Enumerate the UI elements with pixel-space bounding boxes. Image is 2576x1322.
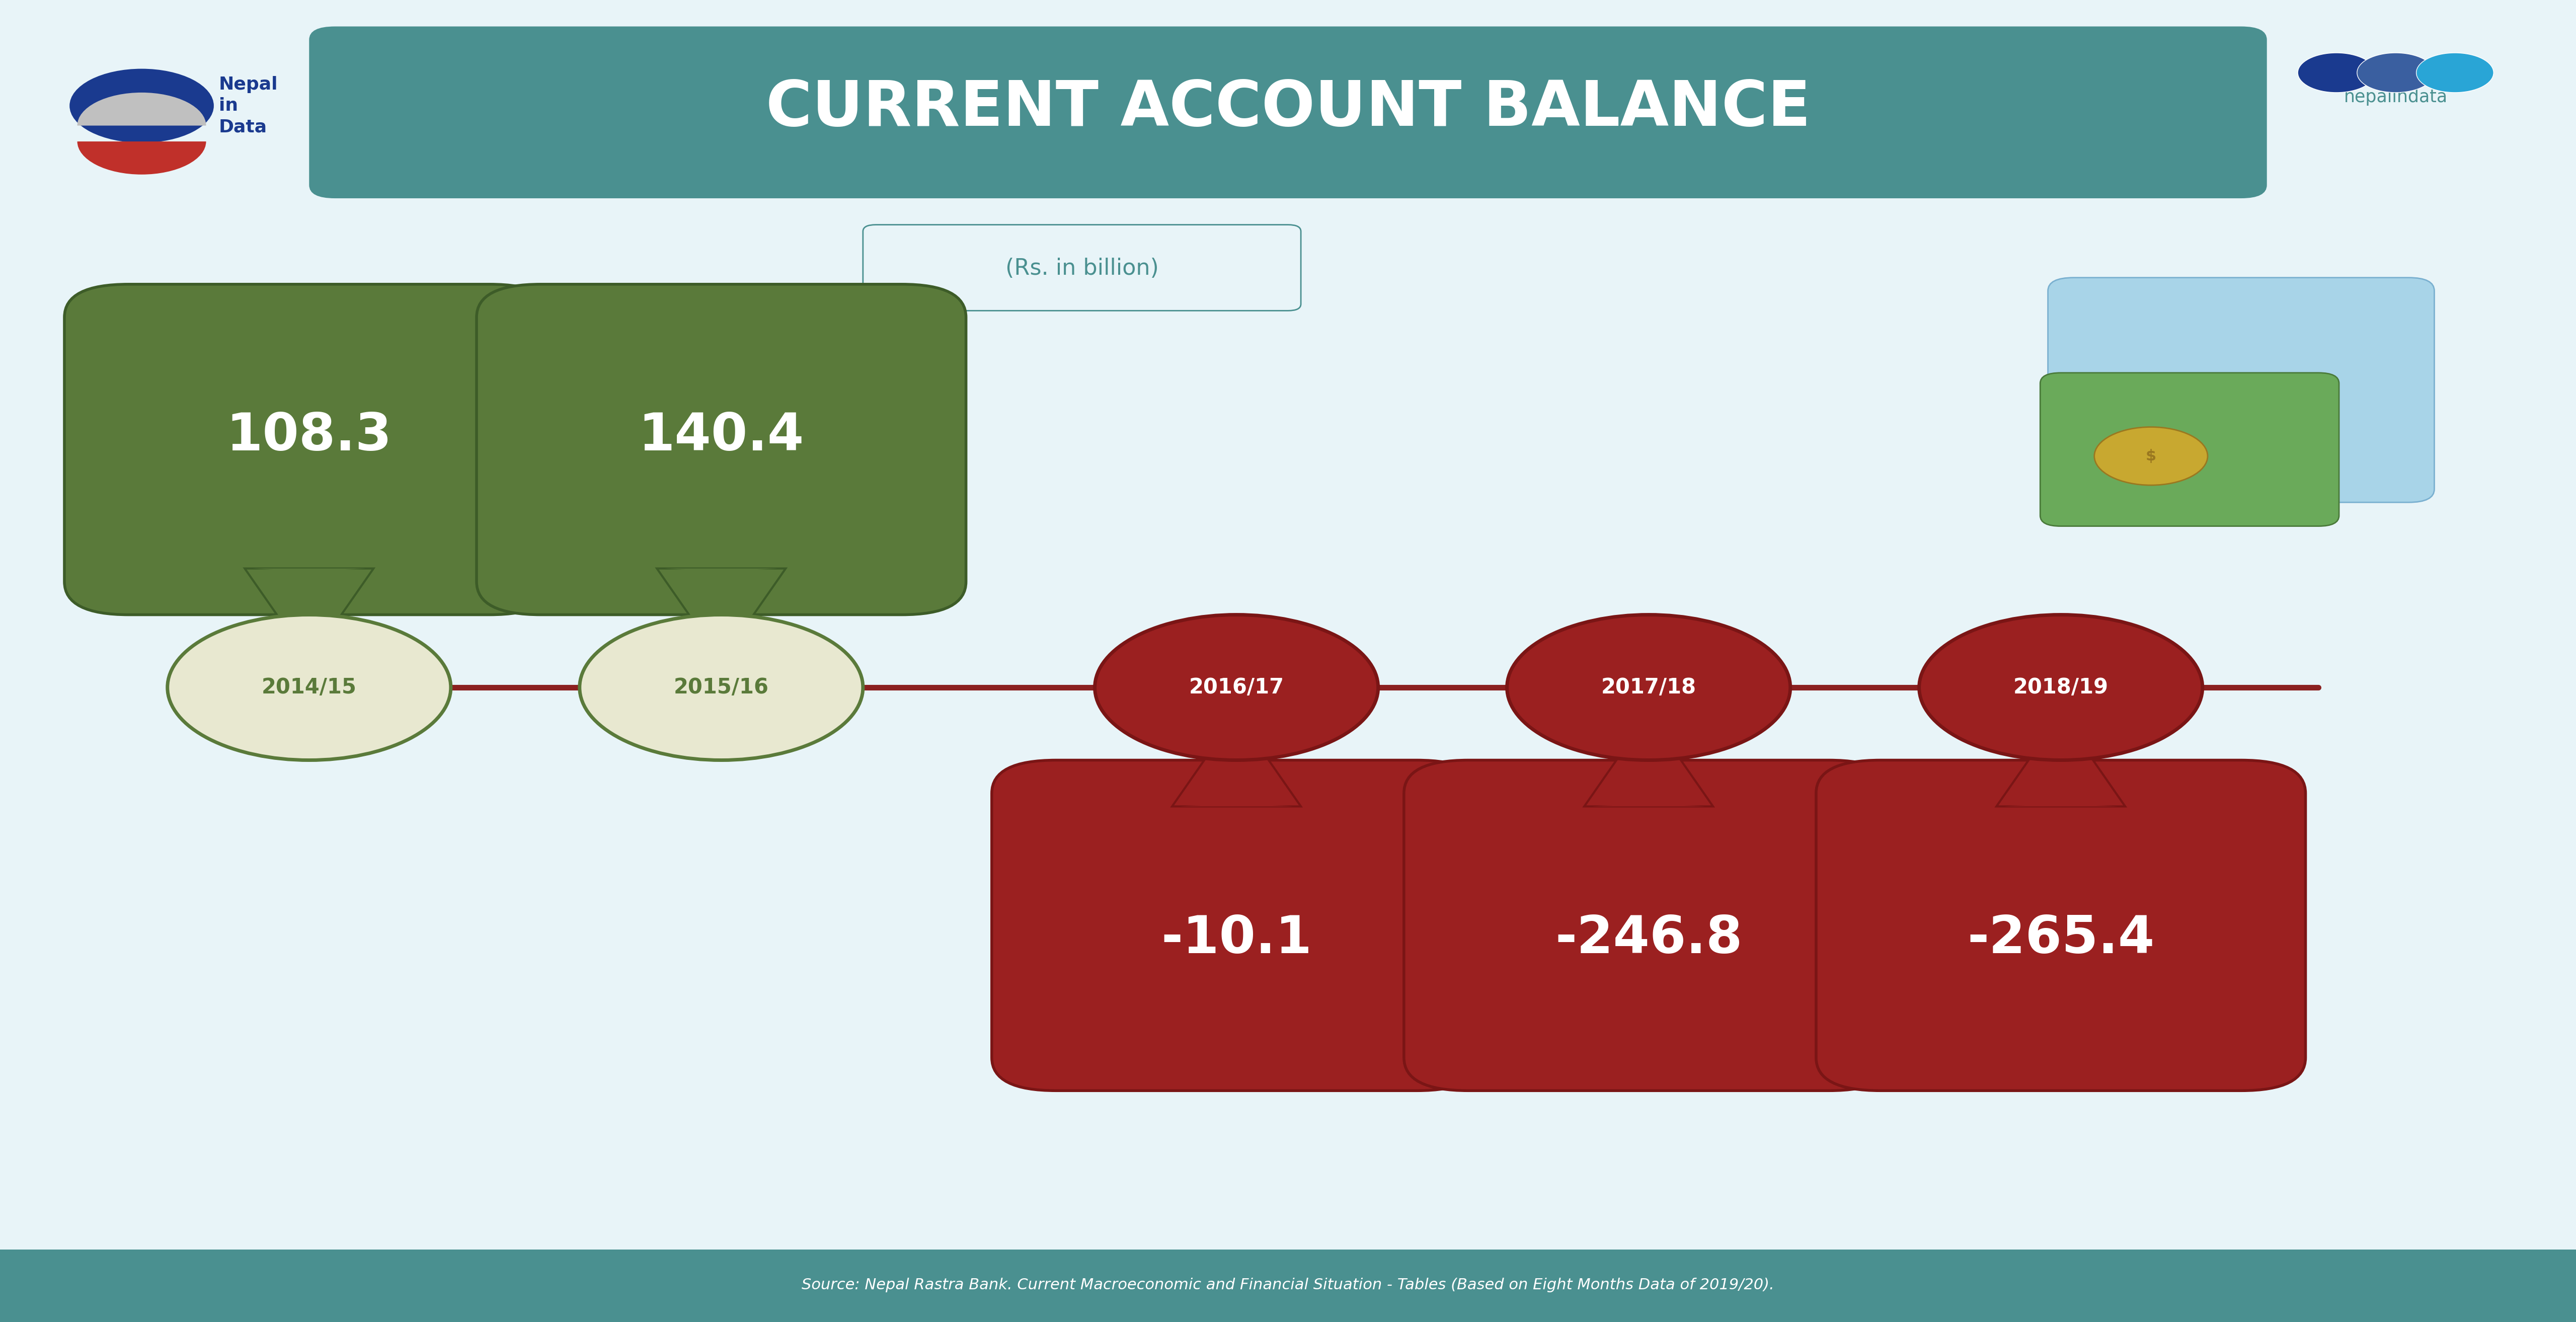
Text: 140.4: 140.4	[639, 411, 804, 461]
Circle shape	[1507, 615, 1790, 760]
Circle shape	[70, 69, 214, 143]
Text: (Rs. in billion): (Rs. in billion)	[1005, 258, 1159, 279]
Text: $: $	[2146, 448, 2156, 464]
Text: -265.4: -265.4	[1968, 914, 2154, 964]
Polygon shape	[2004, 800, 2117, 806]
Text: -10.1: -10.1	[1162, 914, 1311, 964]
Text: 2017/18: 2017/18	[1602, 677, 1695, 698]
Circle shape	[580, 615, 863, 760]
Text: Nepal
in
Data: Nepal in Data	[219, 77, 278, 135]
Bar	[0, 1249, 2576, 1322]
FancyBboxPatch shape	[2048, 278, 2434, 502]
Text: 108.3: 108.3	[227, 411, 392, 461]
FancyBboxPatch shape	[1816, 760, 2306, 1091]
Text: CURRENT ACCOUNT BALANCE: CURRENT ACCOUNT BALANCE	[765, 78, 1811, 139]
FancyBboxPatch shape	[863, 225, 1301, 311]
FancyBboxPatch shape	[64, 284, 554, 615]
Polygon shape	[1172, 714, 1301, 806]
FancyBboxPatch shape	[2040, 373, 2339, 526]
Polygon shape	[665, 568, 778, 575]
Text: Source: Nepal Rastra Bank. Current Macroeconomic and Financial Situation - Table: Source: Nepal Rastra Bank. Current Macro…	[801, 1277, 1775, 1293]
Text: -246.8: -246.8	[1556, 914, 1741, 964]
Wedge shape	[77, 141, 206, 175]
Polygon shape	[1592, 800, 1705, 806]
FancyBboxPatch shape	[992, 760, 1481, 1091]
Circle shape	[2357, 53, 2434, 93]
Circle shape	[1095, 615, 1378, 760]
Polygon shape	[1996, 714, 2125, 806]
Circle shape	[2416, 53, 2494, 93]
Text: 2016/17: 2016/17	[1190, 677, 1283, 698]
Polygon shape	[252, 568, 366, 575]
Text: 2015/16: 2015/16	[675, 677, 768, 698]
Text: nepalindata: nepalindata	[2344, 89, 2447, 106]
Circle shape	[2298, 53, 2375, 93]
Polygon shape	[1180, 800, 1293, 806]
Polygon shape	[1584, 714, 1713, 806]
FancyBboxPatch shape	[477, 284, 966, 615]
Text: 2018/19: 2018/19	[2014, 677, 2107, 698]
Circle shape	[167, 615, 451, 760]
Circle shape	[2094, 427, 2208, 485]
FancyBboxPatch shape	[1404, 760, 1893, 1091]
Wedge shape	[77, 93, 206, 126]
Circle shape	[1919, 615, 2202, 760]
Polygon shape	[245, 568, 374, 661]
FancyBboxPatch shape	[309, 26, 2267, 198]
Text: 2014/15: 2014/15	[263, 677, 355, 698]
Polygon shape	[657, 568, 786, 661]
